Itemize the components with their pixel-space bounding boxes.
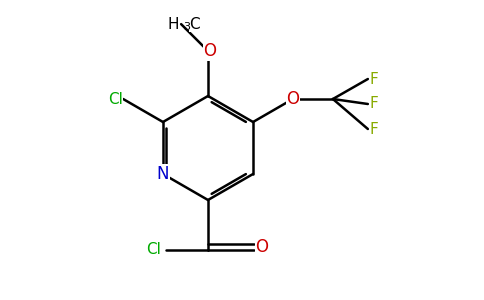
Text: Cl: Cl (108, 92, 122, 106)
Text: O: O (287, 90, 300, 108)
Text: O: O (203, 42, 216, 60)
Text: N: N (157, 165, 169, 183)
Text: O: O (256, 238, 269, 256)
Text: Cl: Cl (147, 242, 162, 257)
Text: F: F (369, 97, 378, 112)
Text: C: C (189, 16, 200, 32)
Text: F: F (369, 122, 378, 136)
Text: H: H (167, 16, 179, 32)
Text: F: F (369, 71, 378, 86)
Text: 3: 3 (183, 22, 190, 32)
